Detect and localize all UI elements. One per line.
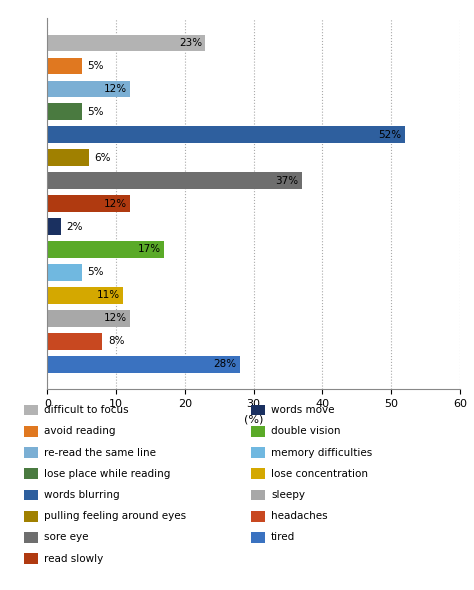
Text: avoid reading: avoid reading <box>44 427 115 436</box>
Bar <box>47 80 130 97</box>
Bar <box>47 126 405 143</box>
Bar <box>47 241 164 258</box>
Text: 2%: 2% <box>67 221 83 231</box>
Text: 5%: 5% <box>87 267 104 277</box>
Text: re-read the same line: re-read the same line <box>44 448 155 457</box>
Text: pulling feeling around eyes: pulling feeling around eyes <box>44 512 186 521</box>
Text: 28%: 28% <box>213 359 237 369</box>
Text: 12%: 12% <box>103 313 127 323</box>
Text: tired: tired <box>271 533 295 542</box>
Text: words blurring: words blurring <box>44 490 119 500</box>
Text: 8%: 8% <box>108 336 124 346</box>
Bar <box>47 172 301 189</box>
Bar <box>47 149 89 166</box>
Text: 5%: 5% <box>87 107 104 117</box>
Text: 12%: 12% <box>103 199 127 208</box>
Text: 17%: 17% <box>137 244 161 254</box>
Text: words move: words move <box>271 405 335 415</box>
Bar <box>47 310 130 327</box>
Text: read slowly: read slowly <box>44 554 103 563</box>
Text: 12%: 12% <box>103 84 127 94</box>
Text: lose place while reading: lose place while reading <box>44 469 170 478</box>
Text: headaches: headaches <box>271 512 328 521</box>
Text: lose concentration: lose concentration <box>271 469 368 478</box>
Bar <box>47 58 82 74</box>
Text: 52%: 52% <box>378 130 401 140</box>
Bar <box>47 287 123 304</box>
Text: 6%: 6% <box>94 153 110 163</box>
Bar <box>47 35 206 51</box>
Text: difficult to focus: difficult to focus <box>44 405 128 415</box>
Text: memory difficulties: memory difficulties <box>271 448 373 457</box>
Text: double vision: double vision <box>271 427 341 436</box>
Text: 5%: 5% <box>87 61 104 71</box>
Bar <box>47 356 240 372</box>
Bar <box>47 264 82 281</box>
Bar <box>47 218 61 235</box>
Text: sore eye: sore eye <box>44 533 88 542</box>
Bar <box>47 333 102 349</box>
Text: 11%: 11% <box>96 290 119 300</box>
Bar <box>47 195 130 212</box>
X-axis label: (%): (%) <box>244 415 263 425</box>
Text: 23%: 23% <box>179 38 202 48</box>
Text: sleepy: sleepy <box>271 490 305 500</box>
Bar <box>47 103 82 120</box>
Text: 37%: 37% <box>275 176 298 186</box>
